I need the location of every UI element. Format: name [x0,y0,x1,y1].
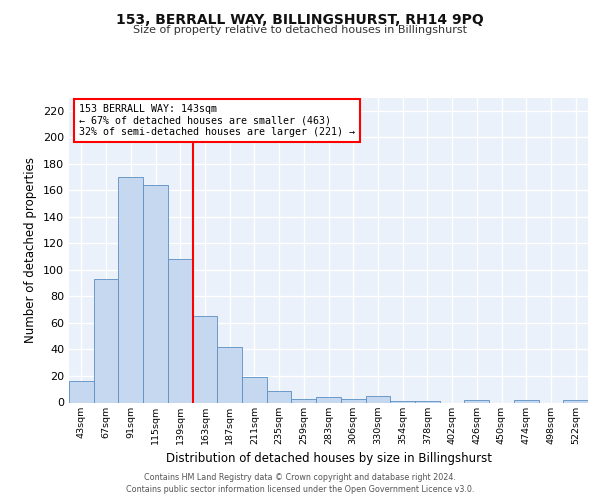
Bar [514,400,539,402]
Bar [341,398,365,402]
Bar [168,260,193,402]
Bar [316,397,341,402]
Y-axis label: Number of detached properties: Number of detached properties [25,157,37,343]
Bar [464,400,489,402]
Bar [193,316,217,402]
Text: 153, BERRALL WAY, BILLINGSHURST, RH14 9PQ: 153, BERRALL WAY, BILLINGSHURST, RH14 9P… [116,12,484,26]
Bar [415,401,440,402]
Text: Contains HM Land Registry data © Crown copyright and database right 2024.
Contai: Contains HM Land Registry data © Crown c… [126,472,474,494]
Bar [118,177,143,402]
Bar [94,279,118,402]
Bar [390,401,415,402]
Text: Size of property relative to detached houses in Billingshurst: Size of property relative to detached ho… [133,25,467,35]
Bar [365,396,390,402]
Bar [143,185,168,402]
Bar [267,390,292,402]
X-axis label: Distribution of detached houses by size in Billingshurst: Distribution of detached houses by size … [166,452,491,465]
Text: 153 BERRALL WAY: 143sqm
← 67% of detached houses are smaller (463)
32% of semi-d: 153 BERRALL WAY: 143sqm ← 67% of detache… [79,104,355,137]
Bar [242,378,267,402]
Bar [69,382,94,402]
Bar [563,400,588,402]
Bar [292,398,316,402]
Bar [217,347,242,403]
